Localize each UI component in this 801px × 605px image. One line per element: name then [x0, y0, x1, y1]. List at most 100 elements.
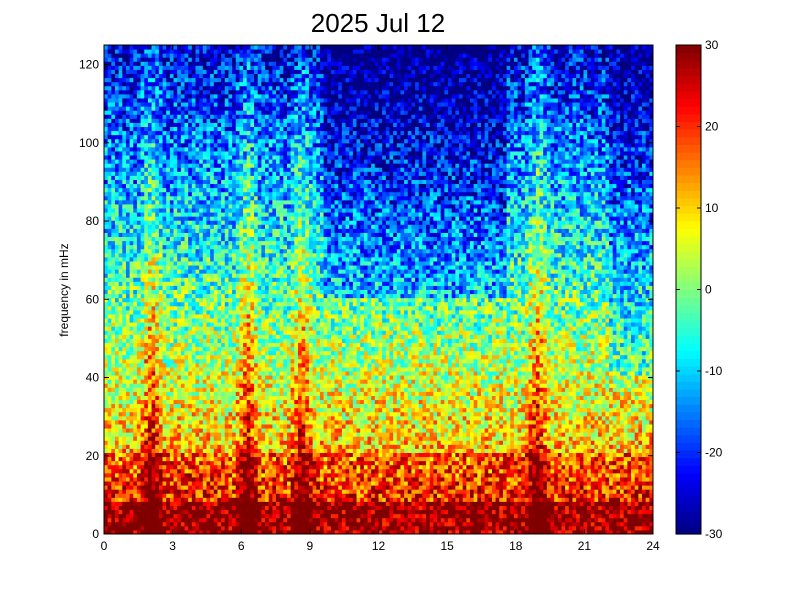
heatmap-cell: [202, 415, 207, 421]
heatmap-cell: [151, 460, 156, 466]
heatmap-cell: [133, 460, 138, 466]
heatmap-cell: [195, 130, 200, 136]
heatmap-cell: [206, 236, 211, 242]
heatmap-cell: [129, 167, 134, 172]
heatmap-cell: [213, 224, 218, 229]
heatmap-cell: [221, 354, 226, 360]
heatmap-cell: [250, 305, 255, 311]
heatmap-cell: [221, 472, 226, 478]
heatmap-cell: [166, 45, 171, 50]
heatmap-cell: [166, 366, 171, 372]
heatmap-cell: [158, 142, 164, 148]
heatmap-cell: [217, 273, 222, 278]
heatmap-cell: [155, 395, 160, 401]
heatmap-cell: [107, 191, 112, 197]
heatmap-cell: [173, 65, 178, 70]
heatmap-cell: [243, 126, 248, 132]
heatmap-cell: [125, 444, 131, 449]
heatmap-cell: [188, 273, 193, 278]
heatmap-cell: [188, 301, 193, 307]
heatmap-cell: [166, 350, 171, 356]
heatmap-cell: [162, 468, 167, 474]
heatmap-cell: [177, 509, 182, 515]
heatmap-cell: [104, 53, 109, 58]
heatmap-cell: [144, 350, 149, 356]
heatmap-cell: [111, 179, 116, 185]
heatmap-cell: [191, 167, 196, 172]
heatmap-cell: [114, 411, 120, 417]
heatmap-cell: [228, 362, 233, 368]
heatmap-cell: [184, 191, 189, 197]
heatmap-cell: [243, 517, 248, 523]
heatmap-cell: [180, 322, 186, 327]
heatmap-cell: [155, 485, 160, 490]
heatmap-cell: [221, 285, 226, 290]
heatmap-cell: [228, 150, 233, 156]
heatmap-cell: [155, 362, 160, 368]
heatmap-cell: [114, 114, 120, 119]
heatmap-cell: [195, 138, 200, 144]
heatmap-cell: [239, 440, 244, 445]
heatmap-cell: [180, 265, 186, 270]
heatmap-cell: [188, 493, 193, 498]
heatmap-cell: [177, 61, 182, 66]
heatmap-cell: [166, 415, 171, 421]
heatmap-cell: [243, 289, 248, 295]
heatmap-cell: [191, 330, 196, 335]
heatmap-cell: [129, 476, 134, 482]
heatmap-cell: [195, 415, 200, 421]
heatmap-cell: [118, 326, 123, 331]
heatmap-cell: [158, 297, 164, 303]
heatmap-cell: [228, 224, 233, 229]
heatmap-cell: [246, 354, 251, 360]
heatmap-cell: [125, 468, 131, 474]
heatmap-cell: [221, 305, 226, 311]
heatmap-cell: [235, 277, 240, 282]
heatmap-cell: [147, 464, 153, 470]
heatmap-cell: [199, 411, 204, 417]
heatmap-cell: [210, 248, 215, 254]
heatmap-cell: [144, 399, 149, 405]
heatmap-cell: [169, 150, 175, 156]
heatmap-cell: [250, 45, 255, 50]
heatmap-cell: [246, 432, 251, 437]
heatmap-cell: [151, 395, 156, 401]
heatmap-cell: [184, 142, 189, 148]
heatmap-cell: [151, 440, 156, 445]
heatmap-cell: [206, 415, 211, 421]
heatmap-cell: [136, 248, 142, 254]
heatmap-cell: [228, 118, 233, 123]
heatmap-cell: [188, 313, 193, 319]
heatmap-cell: [118, 318, 123, 323]
heatmap-cell: [173, 395, 178, 401]
heatmap-cell: [195, 216, 200, 221]
heatmap-cell: [206, 485, 211, 490]
heatmap-cell: [191, 423, 196, 429]
heatmap-cell: [144, 277, 149, 282]
heatmap-cell: [254, 436, 259, 441]
heatmap-cell: [125, 167, 131, 172]
heatmap-cell: [235, 330, 240, 335]
heatmap-cell: [125, 419, 131, 425]
heatmap-cell: [140, 93, 145, 99]
heatmap-cell: [129, 481, 134, 486]
heatmap-cell: [125, 476, 131, 482]
heatmap-cell: [221, 159, 226, 164]
heatmap-cell: [166, 269, 171, 274]
heatmap-cell: [232, 224, 237, 229]
heatmap-cell: [173, 265, 178, 270]
heatmap-cell: [180, 175, 186, 180]
heatmap-cell: [136, 423, 142, 429]
heatmap-cell: [136, 187, 142, 193]
heatmap-cell: [166, 525, 171, 531]
heatmap-cell: [173, 387, 178, 392]
heatmap-cell: [221, 346, 226, 352]
heatmap-cell: [151, 142, 156, 148]
heatmap-cell: [118, 256, 123, 262]
heatmap-cell: [169, 448, 175, 454]
heatmap-cell: [184, 301, 189, 307]
heatmap-cell: [155, 371, 160, 376]
heatmap-cell: [151, 130, 156, 136]
heatmap-cell: [107, 313, 112, 319]
heatmap-cell: [221, 142, 226, 148]
